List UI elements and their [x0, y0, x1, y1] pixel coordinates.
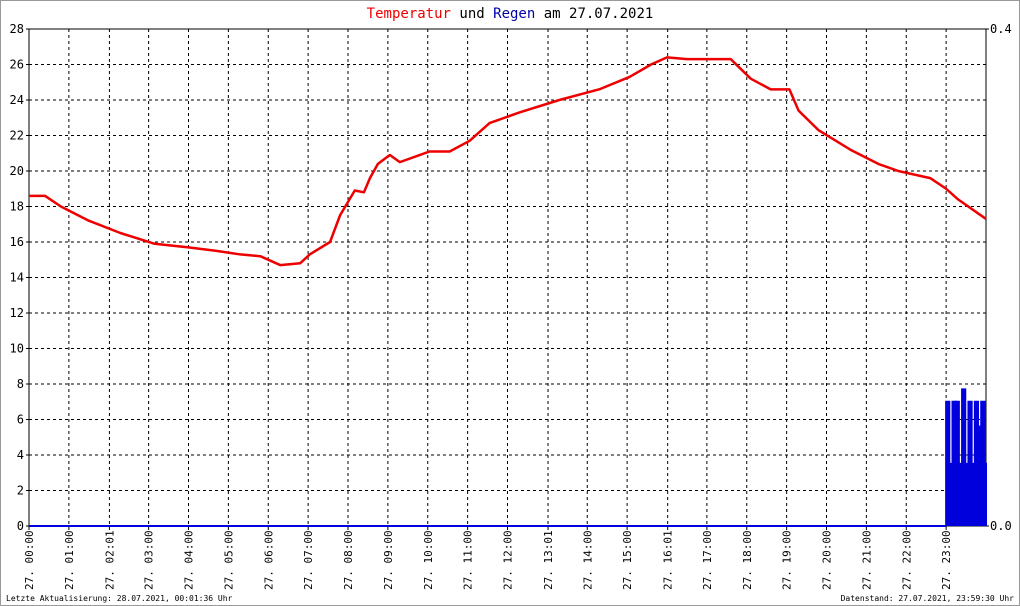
x-tick-label: 27. 02:01 — [103, 530, 116, 590]
y-tick-label: 0 — [17, 519, 24, 533]
rain-bar — [983, 462, 987, 526]
x-tick-label: 27. 17:00 — [701, 530, 714, 590]
x-tick-label: 27. 18:00 — [741, 530, 754, 590]
y-tick-label: 6 — [17, 413, 24, 427]
footer-left: Letzte Aktualisierung: 28.07.2021, 00:01… — [6, 594, 233, 603]
x-tick-label: 27. 22:00 — [900, 530, 913, 590]
y2-tick-label: 0.4 — [990, 22, 1012, 36]
x-tick-label: 27. 19:00 — [781, 530, 794, 590]
x-tick-label: 27. 05:00 — [222, 530, 235, 590]
x-tick-label: 27. 12:00 — [502, 530, 515, 590]
temperature-line — [29, 56, 987, 267]
x-tick-label: 27. 10:00 — [422, 530, 435, 590]
x-tick-label: 27. 11:00 — [462, 530, 475, 590]
y-tick-label: 2 — [17, 484, 24, 498]
y-tick-label: 16 — [10, 235, 24, 249]
y-tick-label: 8 — [17, 377, 24, 391]
y-tick-label: 10 — [10, 342, 24, 356]
x-tick-label: 27. 06:00 — [262, 530, 275, 590]
y-tick-label: 26 — [10, 58, 24, 72]
x-tick-label: 27. 15:00 — [621, 530, 634, 590]
y-tick-label: 22 — [10, 129, 24, 143]
y-tick-label: 18 — [10, 200, 24, 214]
x-tick-label: 27. 16:01 — [662, 530, 675, 590]
x-tick-label: 27. 20:00 — [821, 530, 834, 590]
y-tick-label: 12 — [10, 306, 24, 320]
x-tick-label: 27. 03:00 — [143, 530, 156, 590]
title-temperature: Temperatur — [367, 6, 451, 22]
x-tick-label: 27. 14:00 — [581, 530, 594, 590]
title-rain: Regen — [493, 6, 535, 22]
x-tick-label: 27. 13:01 — [542, 530, 555, 590]
x-tick-label: 27. 00:00 — [23, 530, 36, 590]
y-tick-label: 4 — [17, 448, 24, 462]
x-tick-label: 27. 04:00 — [183, 530, 196, 590]
chart-title: Temperatur und Regen am 27.07.2021 — [367, 6, 654, 22]
x-tick-label: 27. 21:00 — [860, 530, 873, 590]
x-tick-label: 27. 23:00 — [940, 530, 953, 590]
x-tick-label: 27. 09:00 — [382, 530, 395, 590]
footer-right: Datenstand: 27.07.2021, 23:59:30 Uhr — [841, 594, 1015, 603]
y-tick-label: 24 — [10, 93, 24, 107]
y-tick-label: 28 — [10, 22, 24, 36]
x-tick-label: 27. 07:00 — [302, 530, 315, 590]
y-tick-label: 20 — [10, 164, 24, 178]
y2-tick-label: 0.0 — [990, 519, 1012, 533]
y-tick-label: 14 — [10, 271, 24, 285]
x-tick-label: 27. 08:00 — [342, 530, 355, 590]
x-tick-label: 27. 01:00 — [63, 530, 76, 590]
title-connector: und — [459, 6, 484, 22]
title-suffix: am 27.07.2021 — [544, 6, 654, 22]
